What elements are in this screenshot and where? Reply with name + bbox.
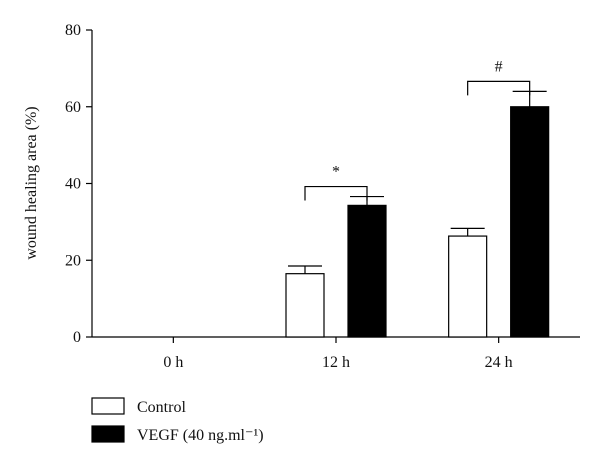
legend-swatch-vegf [91,425,125,443]
significance-bracket [467,80,531,96]
legend-label-vegf: VEGF (40 ng.ml⁻¹) [137,427,264,444]
y-tick-label: 60 [65,99,81,116]
legend-swatch-control [91,397,125,415]
significance-label: * [332,164,340,181]
significance-bracket [304,185,368,201]
bars [285,90,550,338]
x-tick-label: 0 h [163,354,183,371]
bar [285,273,325,338]
y-tick-label: 20 [65,252,81,269]
y-tick-label: 40 [65,176,81,193]
bar [347,204,387,338]
y-axis-title: wound healing area (%) [23,106,40,259]
significance-brackets: *# [304,58,531,201]
x-tick-label: 24 h [485,354,513,371]
y-tick-label: 0 [73,329,81,346]
legend-label-control: Control [137,399,186,416]
significance-label: # [495,58,503,75]
y-tick-label: 80 [65,22,81,39]
y-axis: 0 20 40 60 80 [65,22,93,346]
bar [510,106,550,338]
legend: Control VEGF (40 ng.ml⁻¹) [91,397,264,444]
x-tick-label: 12 h [322,354,350,371]
bar [448,235,488,338]
x-axis: 0 h 12 h 24 h [92,336,580,371]
